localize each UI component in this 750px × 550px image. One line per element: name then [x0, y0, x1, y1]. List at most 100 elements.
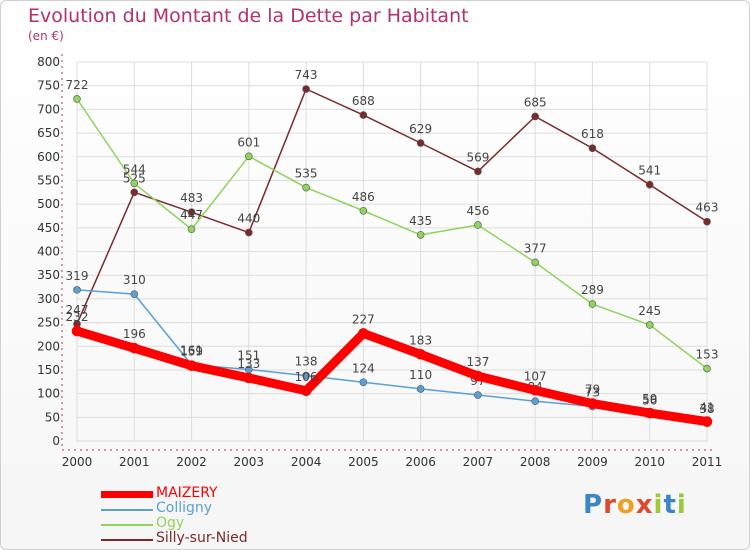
legend-label: MAIZERY: [156, 485, 218, 501]
chart-title: Evolution du Montant de la Dette par Hab…: [28, 5, 469, 27]
data-point-maizery: [186, 360, 197, 371]
y-tick-label: 50: [45, 410, 60, 424]
y-tick-label: 300: [37, 292, 60, 306]
data-label-ogy: 486: [352, 190, 375, 204]
data-point-ogy: [588, 300, 597, 308]
data-label-colligny: 124: [352, 361, 375, 375]
data-point-silly-sur-nied: [645, 180, 654, 189]
data-point-silly-sur-nied: [359, 111, 368, 119]
logo-letter: x: [635, 490, 654, 520]
data-point-maizery: [300, 385, 312, 397]
legend-label: Colligny: [156, 500, 213, 516]
data-point-colligny: [359, 378, 368, 387]
data-label-ogy: 153: [696, 348, 719, 362]
y-tick-label: 500: [37, 197, 60, 211]
legend-swatch: [101, 509, 153, 511]
y-tick-label: 650: [37, 126, 60, 140]
data-point-maizery: [71, 325, 83, 337]
data-label-maizery: 133: [237, 357, 260, 371]
data-label-ogy: 601: [237, 135, 260, 149]
y-tick-label: 400: [37, 245, 60, 259]
y-tick-label: 750: [37, 79, 60, 93]
data-label-maizery: 137: [466, 355, 489, 369]
data-point-colligny: [416, 385, 425, 393]
data-label-silly-sur-nied: 463: [696, 201, 719, 215]
x-tick-label: 2006: [405, 455, 436, 469]
data-label-silly-sur-nied: 743: [295, 68, 318, 82]
data-point-maizery: [587, 398, 598, 409]
x-tick-label: 2002: [176, 455, 207, 469]
x-tick-label: 2009: [577, 455, 608, 469]
chart-subtitle: (en €): [28, 29, 64, 43]
data-point-colligny: [130, 290, 139, 298]
logo-letter: i: [676, 490, 687, 520]
x-tick-label: 2008: [520, 455, 551, 469]
logo-letter: i: [653, 490, 664, 520]
x-tick-label: 2003: [234, 455, 265, 469]
data-point-ogy: [130, 179, 139, 188]
series-line-maizery: [72, 326, 712, 427]
y-tick-label: 150: [37, 363, 60, 377]
y-tick-label: 800: [37, 55, 60, 69]
data-label-ogy: 377: [524, 241, 547, 255]
data-label-silly-sur-nied: 685: [524, 95, 547, 109]
data-label-silly-sur-nied: 569: [466, 150, 489, 164]
y-tick-label: 350: [37, 268, 60, 282]
data-point-ogy: [416, 231, 425, 239]
legend-swatch: [101, 539, 153, 541]
x-tick-label: 2007: [463, 455, 494, 469]
y-tick-label: 550: [37, 173, 60, 187]
x-tick-label: 2010: [634, 455, 665, 469]
data-point-silly-sur-nied: [302, 85, 310, 93]
data-label-ogy: 435: [409, 214, 432, 228]
data-label-ogy: 722: [66, 78, 89, 92]
data-label-maizery: 227: [352, 312, 375, 326]
data-label-maizery: 159: [180, 345, 203, 359]
data-point-silly-sur-nied: [588, 144, 597, 153]
data-point-silly-sur-nied: [474, 167, 482, 176]
data-label-maizery: 232: [66, 310, 89, 324]
data-label-colligny: 151: [237, 348, 260, 362]
x-tick-label: 2005: [348, 455, 379, 469]
data-point-maizery: [128, 342, 140, 354]
data-point-colligny: [73, 286, 81, 294]
y-tick-label: 600: [37, 150, 60, 164]
data-point-ogy: [359, 206, 368, 215]
data-label-colligny: 319: [66, 269, 89, 283]
legend-swatch: [101, 524, 153, 526]
data-label-silly-sur-nied: 247: [66, 303, 89, 317]
data-point-ogy: [645, 321, 654, 329]
y-tick-label: 700: [37, 102, 60, 116]
data-point-ogy: [187, 225, 196, 234]
data-point-maizery: [472, 370, 484, 382]
data-label-maizery: 79: [585, 383, 600, 397]
data-point-ogy: [245, 152, 253, 161]
data-label-colligny: 38: [699, 402, 714, 416]
y-tick-label: 250: [37, 316, 60, 330]
data-label-silly-sur-nied: 688: [352, 94, 375, 108]
x-tick-label: 2001: [119, 455, 150, 469]
data-label-ogy: 535: [295, 167, 318, 181]
proxiti-logo: Proxiti: [583, 490, 687, 520]
data-point-maizery: [529, 385, 541, 396]
data-label-ogy: 447: [180, 208, 203, 222]
data-label-colligny: 161: [180, 344, 203, 358]
data-label-colligny: 110: [409, 368, 432, 382]
data-point-colligny: [531, 397, 539, 406]
data-point-colligny: [302, 371, 310, 380]
data-point-silly-sur-nied: [703, 217, 711, 226]
data-point-maizery: [701, 416, 713, 427]
data-label-silly-sur-nied: 483: [180, 191, 203, 205]
data-label-silly-sur-nied: 618: [581, 127, 604, 141]
data-label-silly-sur-nied: 440: [237, 212, 260, 226]
data-label-ogy: 544: [123, 162, 146, 176]
y-tick-label: 450: [37, 221, 60, 235]
logo-letter: t: [663, 490, 677, 520]
data-label-maizery: 107: [524, 369, 547, 383]
data-label-maizery: 183: [409, 333, 432, 347]
data-point-silly-sur-nied: [187, 208, 196, 216]
data-label-ogy: 289: [581, 283, 604, 297]
data-point-ogy: [73, 95, 81, 103]
